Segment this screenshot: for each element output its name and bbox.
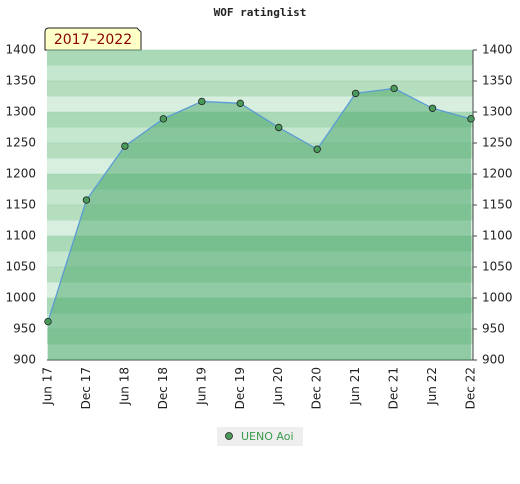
y-tick-label: 900 bbox=[13, 353, 36, 367]
legend-marker bbox=[225, 432, 233, 440]
x-tick-label: Jun 21 bbox=[348, 367, 362, 406]
grid-band bbox=[47, 251, 473, 268]
grid-band bbox=[47, 298, 473, 314]
point bbox=[351, 89, 360, 98]
x-tick-label: Dec 21 bbox=[387, 367, 401, 409]
y2-tick-label: 1400 bbox=[482, 43, 513, 57]
point bbox=[82, 196, 91, 204]
x-tick-label: Jun 20 bbox=[271, 367, 285, 406]
grid-band bbox=[47, 65, 473, 82]
point bbox=[313, 145, 321, 153]
grid-band bbox=[47, 236, 473, 252]
grid-band bbox=[47, 189, 473, 206]
point bbox=[44, 317, 52, 326]
grid-band bbox=[47, 112, 473, 128]
area bbox=[48, 88, 471, 360]
y2-tick-label: 1300 bbox=[482, 105, 513, 119]
y2-tick-label: 1150 bbox=[482, 198, 513, 212]
grid-band bbox=[47, 143, 473, 159]
grid-band bbox=[47, 81, 473, 97]
y-tick-label: 1300 bbox=[5, 105, 36, 119]
y-tick-label: 1200 bbox=[5, 167, 36, 181]
annotation-badge bbox=[44, 27, 142, 51]
y-tick-label: 950 bbox=[13, 322, 36, 336]
grid-band bbox=[47, 313, 473, 330]
point bbox=[390, 84, 398, 93]
y2-tick-label: 900 bbox=[482, 353, 505, 367]
y-tick-label: 1400 bbox=[5, 43, 36, 57]
point bbox=[467, 115, 475, 123]
annotation: 2017–2022 bbox=[54, 32, 132, 48]
grid-band bbox=[47, 344, 473, 361]
x-tick-label: Jun 19 bbox=[194, 367, 208, 406]
plot-background bbox=[47, 50, 473, 361]
grid-band bbox=[47, 96, 473, 113]
grid-band bbox=[47, 329, 473, 345]
x-tick-label: Jun 22 bbox=[425, 367, 439, 406]
grid-band bbox=[47, 127, 473, 144]
y2-tick-label: 950 bbox=[482, 322, 505, 336]
point bbox=[236, 99, 244, 108]
x-tick-label: Jun 18 bbox=[117, 367, 131, 406]
point bbox=[121, 142, 129, 150]
grid-band bbox=[47, 158, 473, 175]
y2-tick-label: 1000 bbox=[482, 291, 513, 305]
y2-tick-label: 1350 bbox=[482, 74, 513, 88]
legend-label: UENO Aoi bbox=[241, 430, 294, 443]
point bbox=[428, 104, 437, 112]
grid-band bbox=[47, 205, 473, 221]
x-tick-label: Dec 18 bbox=[156, 367, 170, 409]
x-tick-label: Jun 17 bbox=[41, 367, 55, 406]
grid-band bbox=[47, 220, 473, 237]
x-tick-label: Dec 19 bbox=[233, 367, 247, 409]
chart-title: WOF ratinglist bbox=[214, 6, 307, 19]
y2-tick-label: 1200 bbox=[482, 167, 513, 181]
y-tick-label: 1050 bbox=[5, 260, 36, 274]
grid-band bbox=[47, 282, 473, 299]
y2-tick-label: 1250 bbox=[482, 136, 513, 150]
y2-tick-label: 1100 bbox=[482, 229, 513, 243]
y-tick-label: 1150 bbox=[5, 198, 36, 212]
point bbox=[275, 123, 283, 132]
y-tick-label: 1250 bbox=[5, 136, 36, 150]
x-tick-label: Dec 17 bbox=[79, 367, 93, 409]
y-tick-label: 1350 bbox=[5, 74, 36, 88]
y-tick-label: 1000 bbox=[5, 291, 36, 305]
line bbox=[47, 87, 472, 322]
point bbox=[159, 115, 168, 123]
x-tick-label: Dec 20 bbox=[310, 367, 324, 409]
grid-band bbox=[47, 50, 473, 66]
y2-tick-label: 1050 bbox=[482, 260, 513, 274]
y-tick-label: 1100 bbox=[5, 229, 36, 243]
legend-box bbox=[217, 427, 303, 446]
point bbox=[198, 97, 206, 106]
grid-band bbox=[47, 174, 473, 190]
grid-band bbox=[47, 267, 473, 283]
x-tick-label: Dec 22 bbox=[464, 367, 478, 409]
